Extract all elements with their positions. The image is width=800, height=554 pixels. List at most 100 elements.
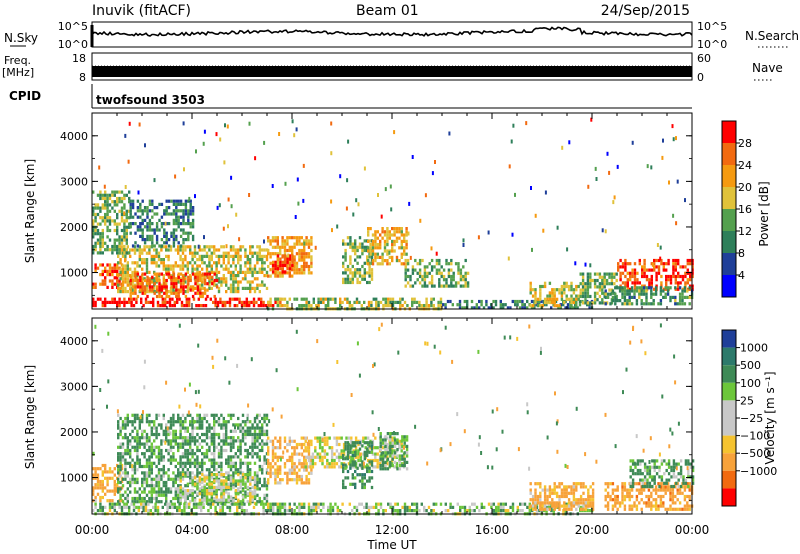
data-cell — [569, 306, 572, 310]
data-cell — [120, 486, 124, 490]
data-cell — [322, 300, 325, 304]
data-cell — [146, 275, 149, 279]
data-cell — [375, 304, 378, 308]
data-cell — [660, 284, 663, 288]
data-cell — [272, 263, 275, 268]
data-cell — [298, 268, 301, 272]
data-cell — [225, 432, 228, 437]
data-cell — [610, 275, 614, 279]
nsky-trace — [91, 26, 693, 37]
data-cell — [141, 231, 144, 235]
data-cell — [119, 480, 122, 485]
data-cell — [601, 291, 604, 295]
data-cell — [551, 297, 554, 301]
data-cell — [94, 285, 97, 289]
data-cell — [359, 465, 363, 469]
data-cell — [674, 258, 677, 263]
data-cell — [403, 239, 406, 243]
data-cell — [131, 283, 134, 287]
data-cell — [92, 489, 95, 493]
data-cell — [650, 262, 653, 266]
data-cell — [208, 479, 211, 483]
data-cell — [220, 423, 223, 427]
data-cell — [157, 500, 161, 504]
data-cell — [198, 461, 201, 465]
data-cell — [113, 238, 116, 242]
data-cell — [174, 458, 177, 462]
data-cell — [342, 446, 346, 450]
data-cell — [626, 262, 629, 266]
data-cell — [246, 473, 250, 477]
data-cell — [263, 254, 266, 258]
data-cell — [256, 480, 259, 485]
data-cell — [199, 291, 202, 295]
data-cell — [633, 262, 637, 266]
data-cell — [229, 429, 233, 433]
noise-cell — [612, 200, 615, 205]
data-cell — [101, 251, 104, 255]
data-cell — [256, 426, 259, 430]
data-cell — [589, 282, 592, 286]
data-cell — [213, 429, 216, 433]
data-cell — [210, 280, 213, 284]
data-cell — [388, 236, 391, 240]
data-cell — [261, 484, 264, 488]
data-cell — [119, 452, 122, 456]
data-cell — [143, 436, 146, 440]
data-cell — [131, 261, 134, 265]
data-cell — [177, 471, 180, 475]
data-cell — [324, 304, 327, 308]
data-cell — [245, 509, 248, 513]
data-cell — [94, 241, 97, 245]
data-cell — [151, 234, 154, 238]
data-cell — [689, 278, 692, 282]
data-cell — [179, 496, 182, 501]
data-cell — [368, 450, 371, 454]
data-cell — [438, 271, 441, 275]
data-cell — [276, 304, 279, 308]
data-cell — [404, 268, 407, 272]
data-cell — [108, 219, 112, 223]
data-cell — [677, 274, 680, 279]
data-cell — [229, 413, 233, 417]
data-cell — [189, 423, 192, 427]
data-cell — [121, 267, 125, 271]
data-cell — [99, 190, 102, 194]
data-cell — [281, 274, 284, 278]
data-cell — [539, 294, 542, 298]
data-cell — [198, 423, 201, 427]
data-cell — [172, 429, 175, 433]
data-cell — [155, 426, 158, 430]
data-cell — [96, 222, 100, 226]
data-cell — [398, 460, 402, 464]
data-cell — [239, 258, 242, 262]
data-cell — [167, 238, 171, 242]
data-cell — [511, 299, 514, 304]
data-cell — [356, 277, 359, 281]
data-cell — [257, 297, 260, 301]
data-cell — [293, 509, 296, 513]
data-cell — [265, 254, 269, 258]
data-cell — [362, 452, 365, 456]
data-cell — [208, 471, 211, 475]
data-cell — [237, 436, 240, 440]
data-cell — [340, 436, 343, 440]
data-cell — [291, 254, 294, 258]
data-cell — [346, 280, 350, 285]
data-cell — [153, 487, 156, 491]
data-cell — [117, 455, 120, 459]
data-cell — [654, 292, 658, 296]
data-cell — [124, 452, 127, 456]
data-cell — [310, 264, 313, 269]
data-cell — [136, 416, 139, 421]
data-cell — [361, 277, 364, 281]
data-cell — [394, 300, 397, 304]
data-cell — [666, 289, 670, 293]
data-cell — [244, 248, 247, 252]
data-cell — [430, 265, 434, 269]
data-cell — [138, 445, 141, 449]
data-cell — [584, 291, 587, 295]
data-cell — [205, 474, 209, 478]
data-cell — [669, 295, 672, 299]
data-cell — [393, 465, 396, 469]
